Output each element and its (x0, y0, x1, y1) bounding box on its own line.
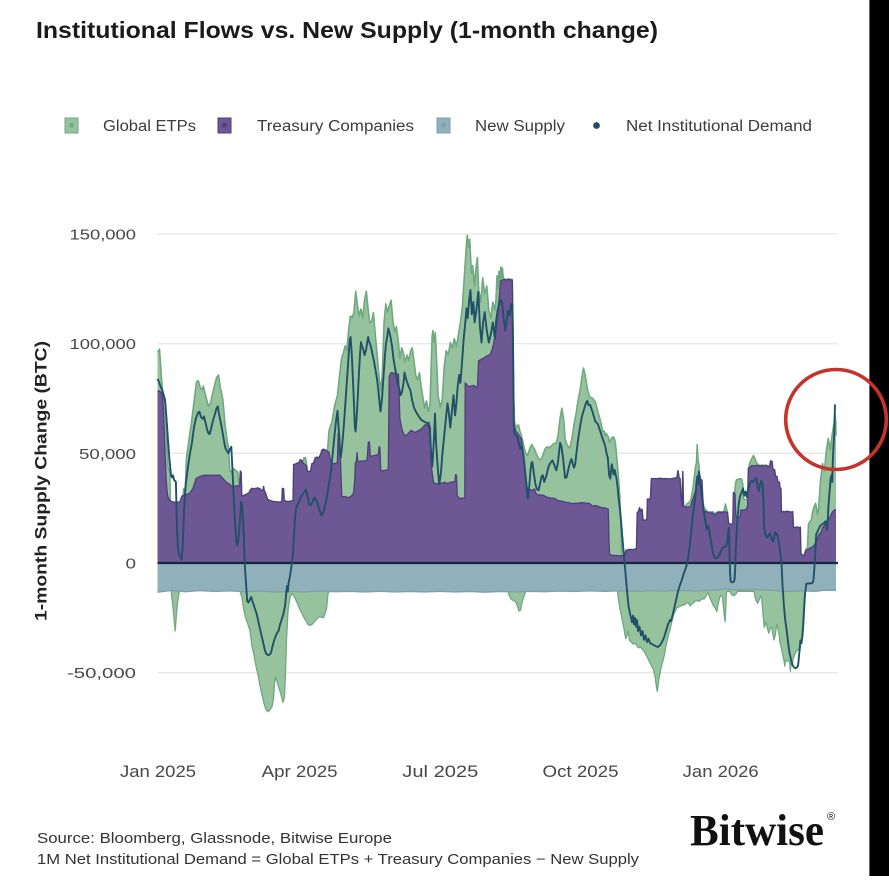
svg-text:Jan 2025: Jan 2025 (120, 763, 196, 781)
svg-text:Bitwise: Bitwise (690, 806, 824, 855)
svg-text:1M Net Institutional Demand =: 1M Net Institutional Demand = Global ETP… (37, 852, 640, 868)
svg-text:50,000: 50,000 (79, 446, 136, 463)
svg-text:Treasury Companies: Treasury Companies (257, 118, 414, 135)
svg-text:0: 0 (126, 556, 137, 573)
svg-text:New Supply: New Supply (475, 118, 565, 135)
svg-text:Apr 2025: Apr 2025 (262, 763, 338, 781)
svg-text:Net Institutional Demand: Net Institutional Demand (626, 118, 812, 135)
svg-text:-50,000: -50,000 (67, 665, 136, 682)
svg-text:Global ETPs: Global ETPs (103, 118, 196, 135)
svg-text:Jul 2025: Jul 2025 (402, 763, 478, 781)
svg-text:Oct 2025: Oct 2025 (543, 763, 619, 781)
svg-text:150,000: 150,000 (70, 227, 137, 244)
svg-text:Source: Bloomberg, Glassnode,: Source: Bloomberg, Glassnode, Bitwise Eu… (37, 831, 392, 847)
svg-text:100,000: 100,000 (70, 336, 137, 353)
svg-text:®: ® (827, 811, 835, 823)
svg-text:1-month Supply Change (BTC): 1-month Supply Change (BTC) (33, 341, 51, 621)
svg-text:Institutional Flows vs. New Su: Institutional Flows vs. New Supply (1-mo… (36, 17, 658, 43)
svg-text:Jan 2026: Jan 2026 (683, 763, 759, 781)
